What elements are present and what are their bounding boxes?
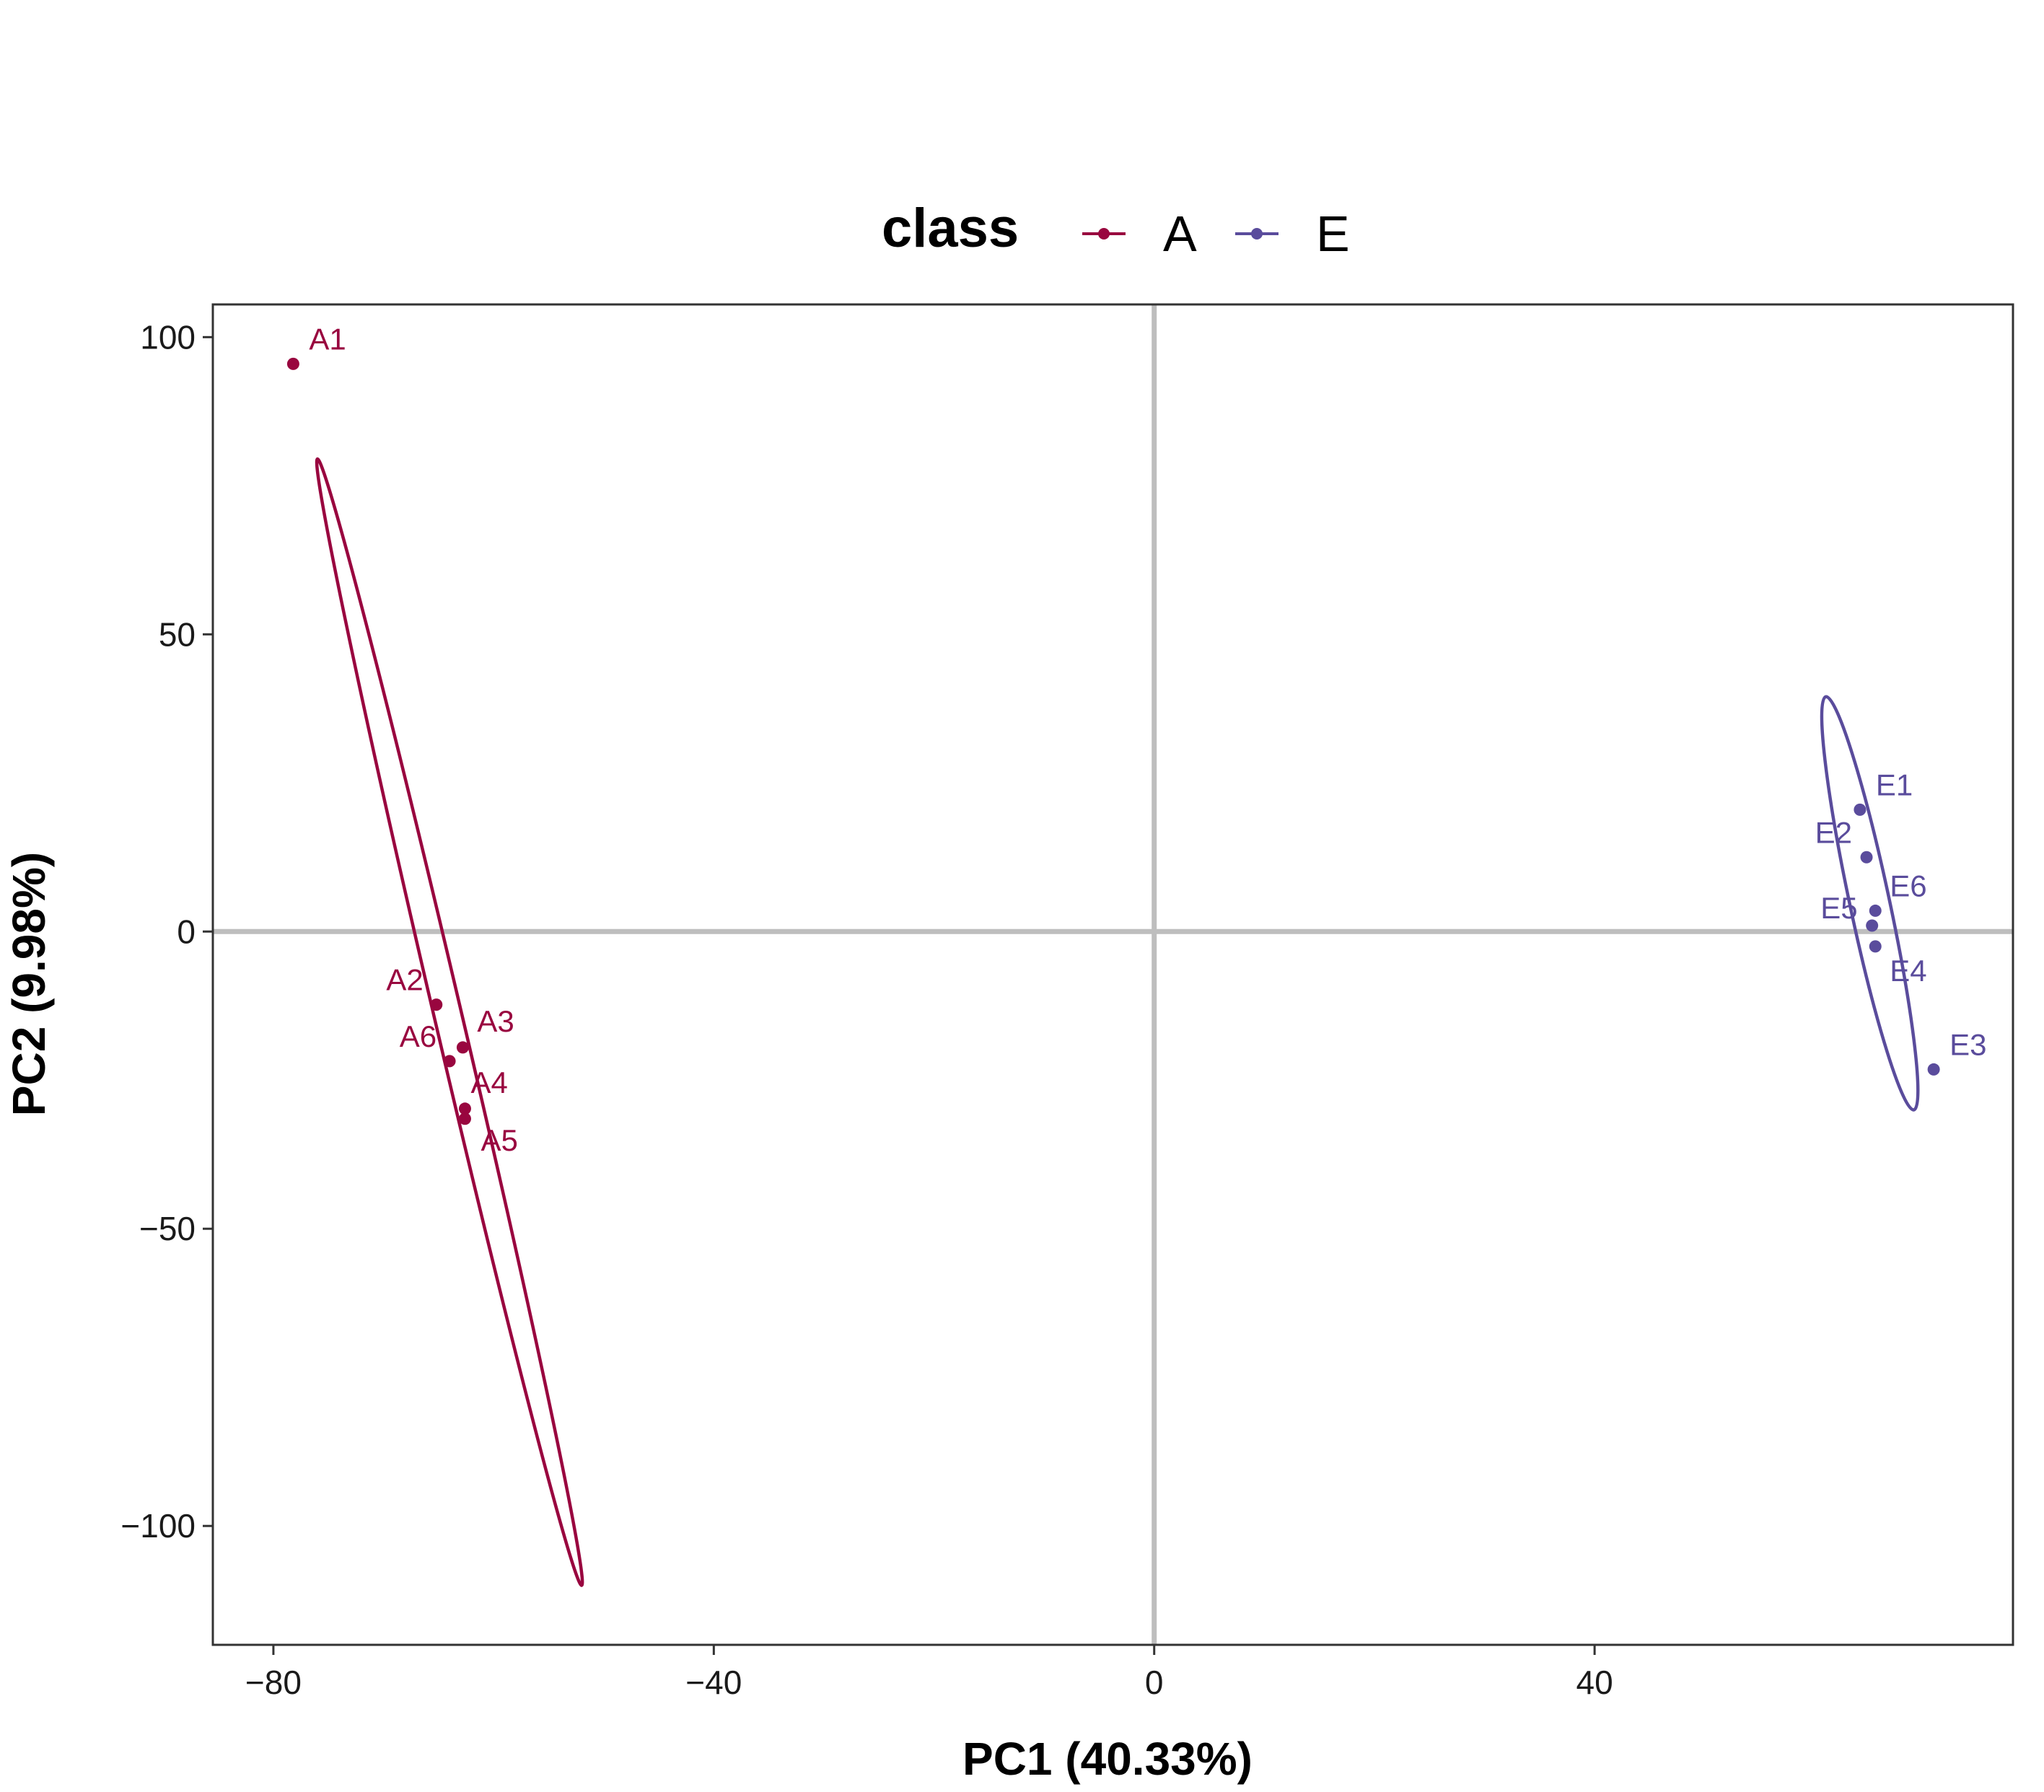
data-point-e1 xyxy=(1854,803,1867,816)
y-tick-label: −100 xyxy=(120,1507,196,1545)
data-point-e3 xyxy=(1927,1063,1940,1076)
legend-key-e-dot xyxy=(1251,228,1263,240)
plot-area: A1 A2 A3 A4 A5 A6 E1 E2 E3 E4 E5 E6 −80 −40 0 40 100 50 0 −… xyxy=(120,303,2014,1701)
y-axis-title: PC2 (9.98%) xyxy=(3,852,55,1116)
data-point-e4 xyxy=(1869,940,1882,953)
legend-title: class xyxy=(882,198,1019,259)
legend-entry-a: A xyxy=(1082,206,1197,262)
data-point-a3 xyxy=(456,1041,469,1054)
legend-entry-e: E xyxy=(1235,206,1350,262)
y-tick-label: −50 xyxy=(139,1210,196,1247)
x-tick-label: −40 xyxy=(685,1664,742,1701)
legend: class A E xyxy=(882,198,1350,262)
x-axis-title: PC1 (40.33%) xyxy=(962,1733,1253,1785)
point-label-e4: E4 xyxy=(1890,954,1926,988)
point-label-e3: E3 xyxy=(1949,1027,1986,1061)
point-label-a2: A2 xyxy=(386,963,423,997)
data-point-a1 xyxy=(286,357,299,370)
data-point-a4 xyxy=(458,1102,471,1115)
data-point-a2 xyxy=(430,998,443,1011)
legend-label-a: A xyxy=(1163,206,1197,262)
legend-label-e: E xyxy=(1316,206,1350,262)
x-tick-label: 0 xyxy=(1145,1664,1164,1701)
point-label-a3: A3 xyxy=(477,1004,514,1038)
data-point-e2 xyxy=(1860,851,1873,864)
data-point-a5 xyxy=(458,1112,471,1125)
point-label-e1: E1 xyxy=(1876,768,1913,801)
data-point-e6 xyxy=(1869,904,1882,917)
confidence-ellipse-e xyxy=(1820,695,1920,1112)
data-point-e5 xyxy=(1866,919,1879,932)
point-label-e2: E2 xyxy=(1815,815,1852,849)
point-label-a6: A6 xyxy=(400,1019,437,1053)
x-tick-label: 40 xyxy=(1576,1664,1613,1701)
legend-key-a-dot xyxy=(1098,228,1110,240)
y-tick-label: 0 xyxy=(177,913,196,950)
confidence-ellipse-a xyxy=(315,457,584,1587)
point-label-e6: E6 xyxy=(1890,869,1926,902)
y-tick-label: 50 xyxy=(159,615,196,653)
data-point-a6 xyxy=(443,1055,456,1068)
point-label-e5: E5 xyxy=(1820,891,1857,925)
point-label-a4: A4 xyxy=(470,1066,507,1099)
point-label-a5: A5 xyxy=(481,1123,517,1157)
x-tick-label: −80 xyxy=(245,1664,302,1701)
point-label-a1: A1 xyxy=(309,322,346,356)
plot-panel-border xyxy=(211,303,2014,1646)
y-tick-label: 100 xyxy=(140,318,196,356)
